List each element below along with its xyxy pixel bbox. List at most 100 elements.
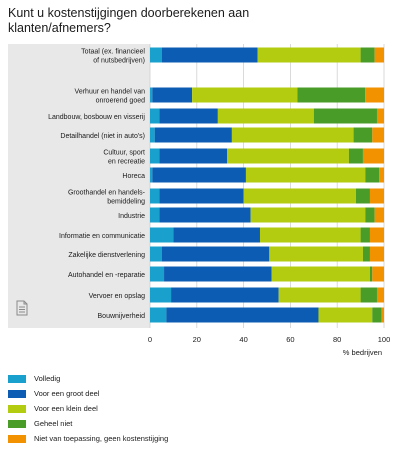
- bar-segment: [278, 287, 361, 303]
- legend: Volledig Voor een groot deel Voor een klei…: [8, 371, 168, 446]
- bar-segment: [318, 307, 373, 323]
- legend-label: Voor een groot deel: [34, 389, 100, 398]
- bar-segment: [362, 148, 384, 164]
- bar-segment: [159, 108, 218, 124]
- bar-segment: [374, 47, 384, 63]
- bar-segment: [154, 127, 232, 143]
- bar-segment: [150, 246, 162, 262]
- bar-segment: [150, 108, 160, 124]
- bar-segment: [372, 307, 382, 323]
- bar-segment: [369, 246, 384, 262]
- bar-segment: [381, 307, 384, 323]
- bar-segment: [365, 167, 380, 183]
- bar-segment: [362, 246, 370, 262]
- chart-svg: 0 20 40 60 80 100 % bedrijven Totaal (ex. finan…: [8, 44, 390, 357]
- bar-segment: [369, 227, 384, 243]
- bar-segment: [372, 127, 384, 143]
- bar-segment: [376, 108, 384, 124]
- bar-segment: [192, 87, 298, 103]
- document-icon: [16, 300, 28, 321]
- category-label: Cultuur, sport: [103, 150, 145, 157]
- bar-segment: [360, 227, 370, 243]
- bar-segment: [374, 207, 384, 223]
- bar-segment: [379, 167, 384, 183]
- bar-segment: [217, 108, 314, 124]
- legend-label: Niet van toepassing, geen kostenstijging: [34, 434, 169, 443]
- bar-segment: [164, 266, 272, 282]
- bar-segment: [150, 188, 160, 204]
- legend-item: Voor een groot deel: [8, 386, 168, 401]
- legend-item: Voor een klein deel: [8, 401, 168, 416]
- bar-segment: [376, 287, 384, 303]
- bar-segment: [369, 266, 373, 282]
- legend-swatch: [8, 434, 26, 443]
- legend-item: Niet van toepassing, geen kostenstijging: [8, 431, 168, 446]
- category-label: bemiddeling: [107, 199, 145, 206]
- bar-segment: [231, 127, 354, 143]
- bar-segment: [161, 47, 258, 63]
- category-label: Detailhandel (niet in auto's): [60, 133, 145, 140]
- category-label: Horeca: [122, 173, 145, 180]
- bar-segment: [152, 87, 193, 103]
- x-tick-label: 60: [286, 335, 294, 344]
- bar-segment: [173, 227, 260, 243]
- label-panel: [8, 44, 150, 328]
- category-label: Groothandel en handels-: [68, 190, 146, 197]
- bar-segment: [360, 47, 375, 63]
- bar-segment: [150, 287, 172, 303]
- bar-segment: [369, 188, 384, 204]
- category-label: en recreatie: [108, 159, 145, 166]
- bar-segment: [313, 108, 377, 124]
- category-label: Industrie: [118, 213, 145, 220]
- category-label: onroerend goed: [96, 98, 146, 105]
- x-tick-label: 20: [193, 335, 201, 344]
- chart-title: Kunt u kostenstijgingen doorberekenen aa…: [8, 6, 250, 35]
- bar-segment: [166, 307, 319, 323]
- bar-segment: [365, 207, 375, 223]
- bar-segment: [150, 148, 160, 164]
- x-tick-label: 40: [239, 335, 247, 344]
- plot-area: [150, 44, 384, 328]
- bar-segment: [271, 266, 370, 282]
- x-tick-label: 0: [148, 335, 152, 344]
- bar-segment: [150, 266, 165, 282]
- category-label: of nutsbedrijven): [93, 58, 145, 65]
- bar-segment: [171, 287, 279, 303]
- bar-segment: [159, 188, 244, 204]
- category-label: Verhuur en handel van: [75, 89, 146, 96]
- bar-segment: [250, 207, 366, 223]
- bar-segment: [152, 167, 246, 183]
- bar-segment: [243, 188, 356, 204]
- legend-swatch: [8, 404, 26, 413]
- bar-segment: [348, 148, 363, 164]
- bar-segment: [159, 207, 251, 223]
- bar-segment: [150, 47, 162, 63]
- legend-label: Volledig: [34, 374, 61, 383]
- category-label: Vervoer en opslag: [89, 293, 146, 300]
- bar-segment: [360, 287, 377, 303]
- legend-swatch: [8, 389, 26, 398]
- legend-label: Geheel niet: [34, 419, 73, 428]
- legend-item: Volledig: [8, 371, 168, 386]
- bar-segment: [353, 127, 373, 143]
- bar-segment: [150, 127, 155, 143]
- category-label: Totaal (ex. financieel: [81, 49, 145, 56]
- bar-segment: [355, 188, 370, 204]
- bar-segment: [259, 227, 361, 243]
- legend-item: Geheel niet: [8, 416, 168, 431]
- bar-segment: [150, 227, 174, 243]
- bar-segment: [159, 148, 228, 164]
- bar-segment: [269, 246, 363, 262]
- bar-segment: [150, 207, 160, 223]
- bar-segment: [161, 246, 270, 262]
- bar-segment: [257, 47, 361, 63]
- legend-swatch: [8, 374, 26, 383]
- bar-segment: [372, 266, 384, 282]
- legend-swatch: [8, 419, 26, 428]
- legend-label: Voor een klein deel: [34, 404, 98, 413]
- bar-segment: [150, 87, 153, 103]
- x-axis-label: % bedrijven: [343, 348, 382, 357]
- category-label: Bouwnijverheid: [98, 313, 146, 320]
- bar-segment: [297, 87, 366, 103]
- x-tick-label: 80: [333, 335, 341, 344]
